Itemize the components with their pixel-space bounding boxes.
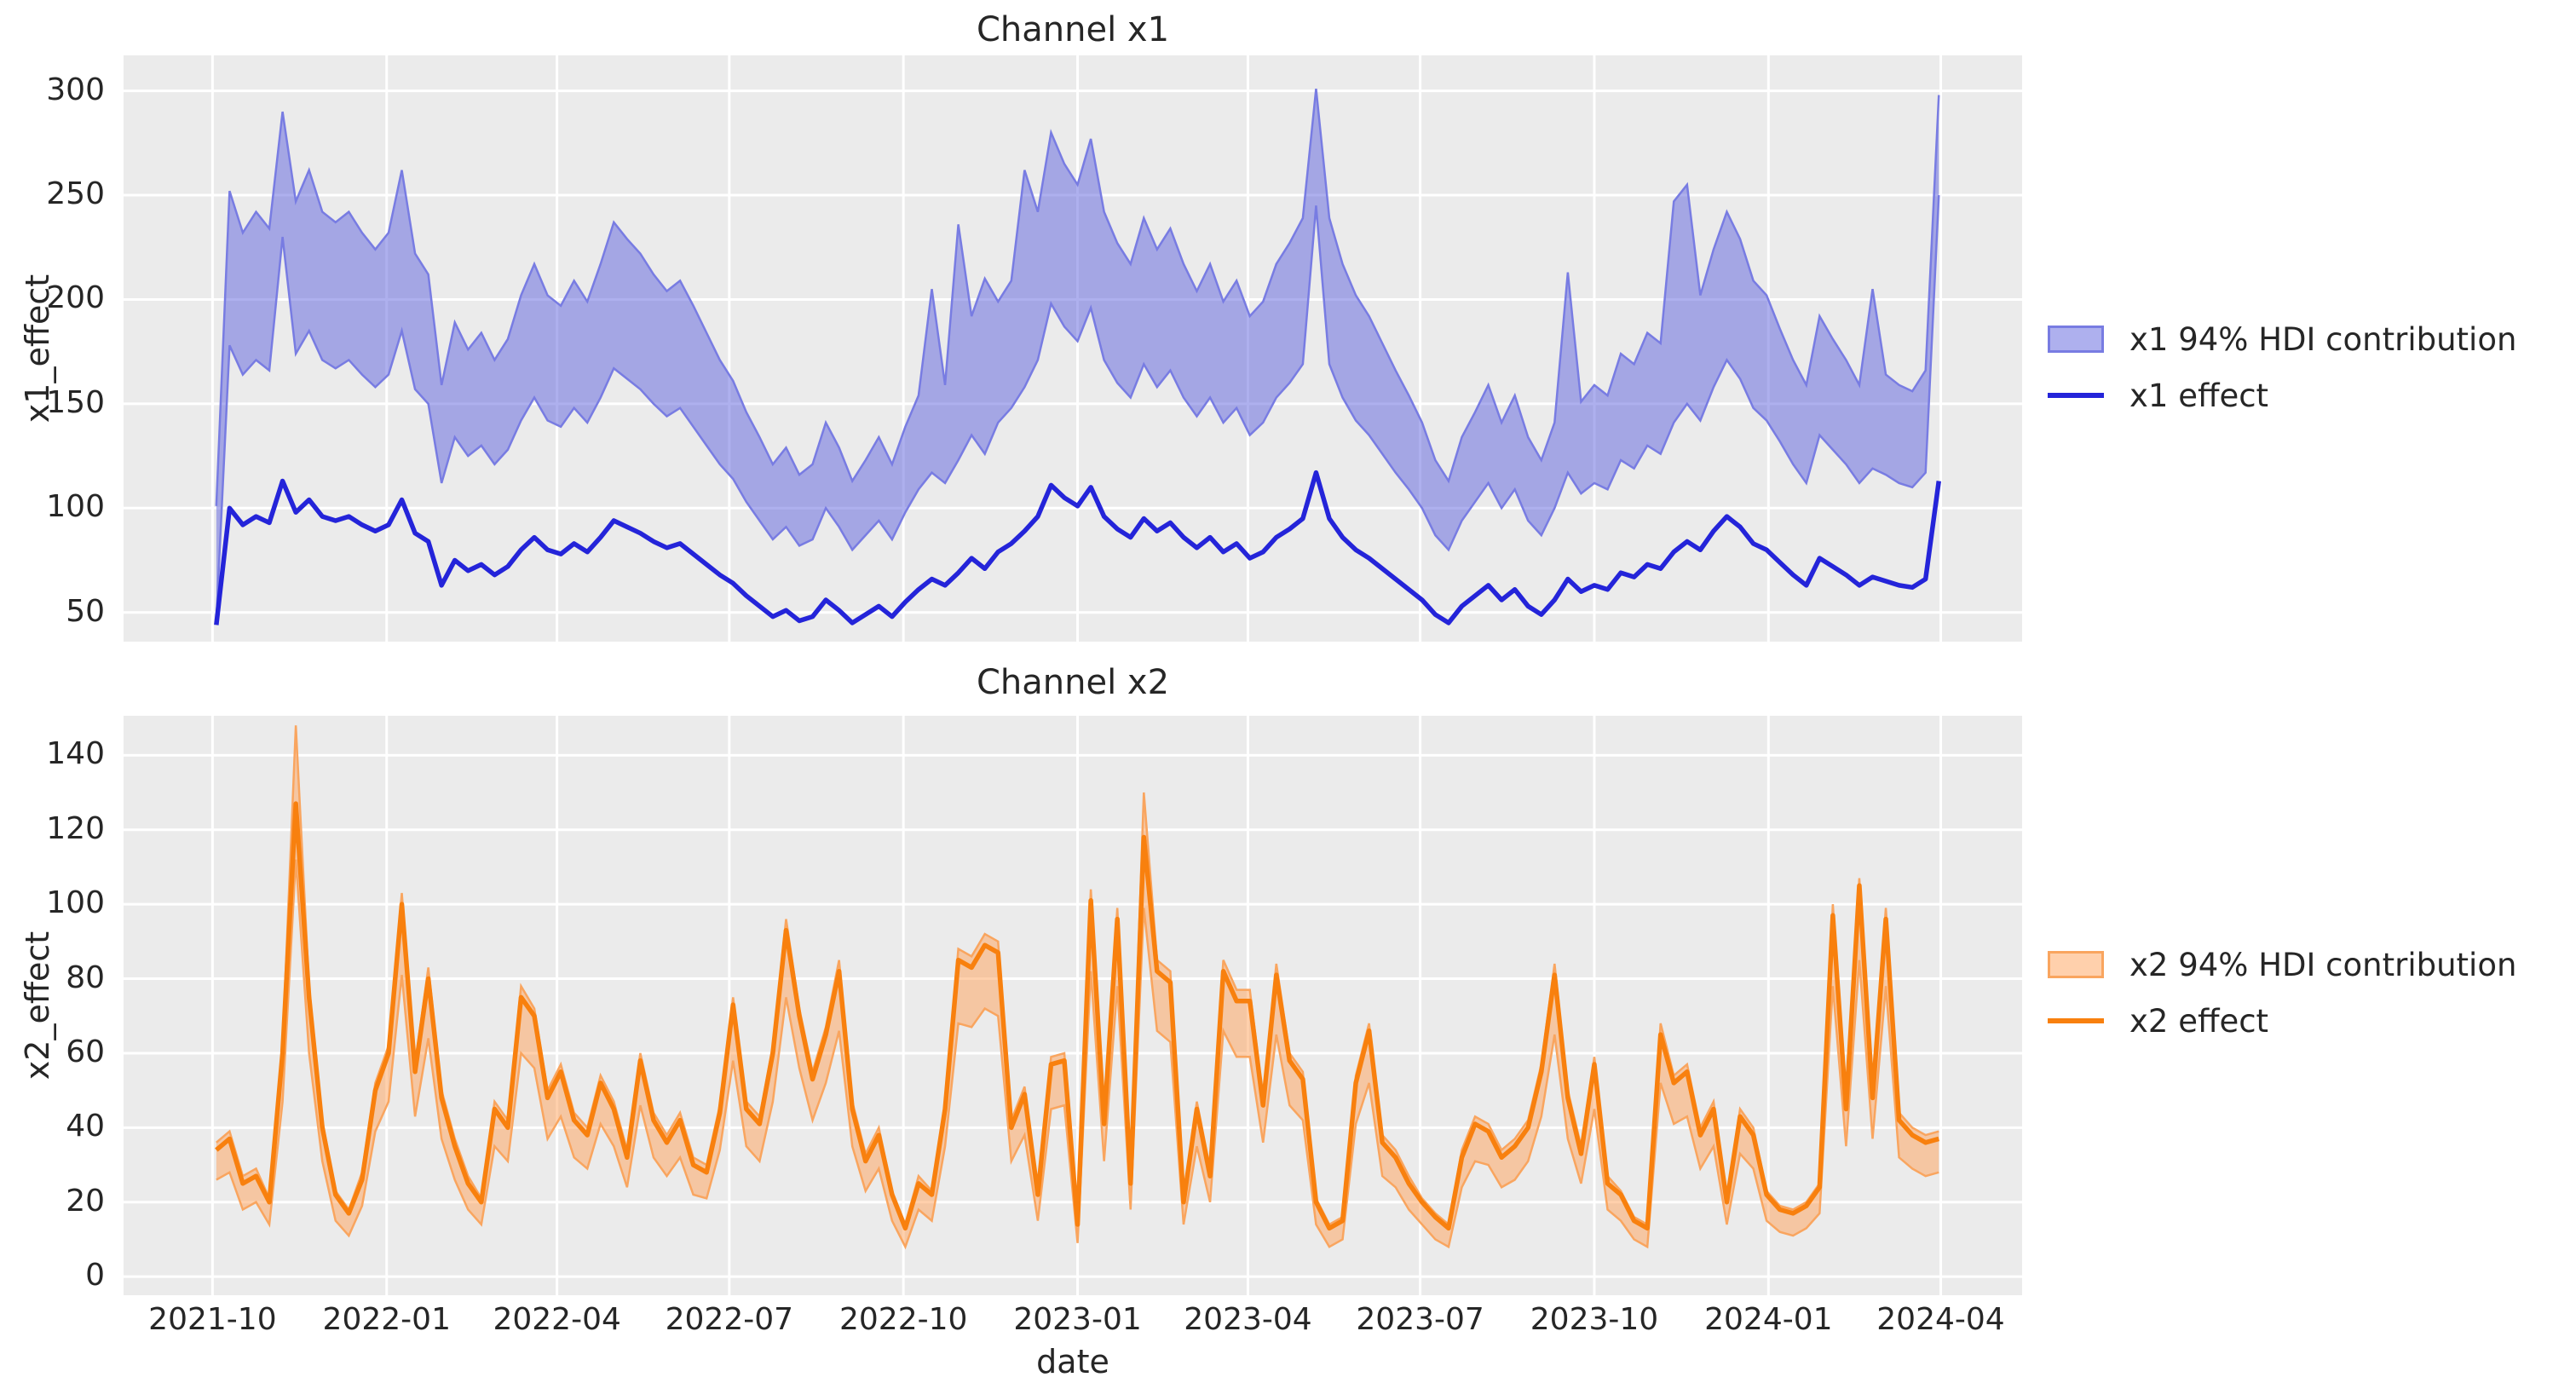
x-tick-label: 2023-01 [1013,1302,1142,1337]
y-tick-label: 60 [66,1034,105,1069]
x-tick-label: 2023-10 [1530,1302,1659,1337]
x1-line-legend-label: x1 effect [2129,377,2269,414]
x-tick-label: 2021-10 [148,1302,277,1337]
legend-row-x1-line: x1 effect [2048,370,2268,421]
x-tick-label: 2023-04 [1184,1302,1312,1337]
y-tick-label: 0 [85,1258,105,1294]
y-tick-label: 120 [46,810,105,846]
x-tick-label: 2022-07 [665,1302,794,1337]
chart-x1-legend: x1 94% HDI contribution x1 effect [2048,314,2559,433]
effect-line [214,470,1941,625]
chart-x2-title: Channel x2 [976,663,1170,702]
legend-row-x2-line: x2 effect [2048,995,2268,1046]
x-tick-label: 2024-04 [1876,1302,2005,1337]
x-axis-label: date [1036,1343,1109,1380]
y-tick-label: 250 [46,176,105,211]
x-tick-label: 2022-01 [322,1302,451,1337]
y-tick-label: 100 [46,885,105,920]
hdi-band-lower-edge [215,194,1940,621]
y-tick-label: 40 [66,1109,105,1144]
x-tick-label: 2022-10 [838,1302,968,1337]
x-tick-label: 2023-07 [1356,1302,1484,1337]
legend-row-x1-band: x1 94% HDI contribution [2048,314,2516,365]
x2-line-legend-label: x2 effect [2129,1002,2269,1040]
hdi-band-upper-edge [215,89,1940,506]
chart-x1-title: Channel x1 [976,10,1170,49]
hdi-band [216,725,1939,1248]
hdi-band [216,89,1939,621]
y-tick-label: 80 [66,959,105,995]
x1-line-swatch-icon [2048,393,2104,398]
x1-band-legend-label: x1 94% HDI contribution [2129,320,2517,358]
x-tick-label: 2024-01 [1704,1302,1833,1337]
y-tick-label: 100 [46,489,105,525]
y-tick-label: 20 [66,1183,105,1219]
y-tick-label: 50 [66,593,105,629]
y-tick-label: 200 [46,280,105,316]
effect-line [215,801,1940,1231]
y-tick-label: 150 [46,384,105,420]
legend-row-x2-band: x2 94% HDI contribution [2048,939,2516,990]
chart-x2-legend: x2 94% HDI contribution x2 effect [2048,939,2559,1058]
x2-band-legend-label: x2 94% HDI contribution [2129,946,2517,983]
x2-band-swatch-icon [2048,951,2104,978]
x2-line-swatch-icon [2048,1018,2104,1023]
x1-band-swatch-icon [2048,326,2104,353]
x-tick-label: 2022-04 [493,1302,621,1337]
y-tick-label: 140 [46,736,105,772]
y-tick-label: 300 [46,72,105,107]
